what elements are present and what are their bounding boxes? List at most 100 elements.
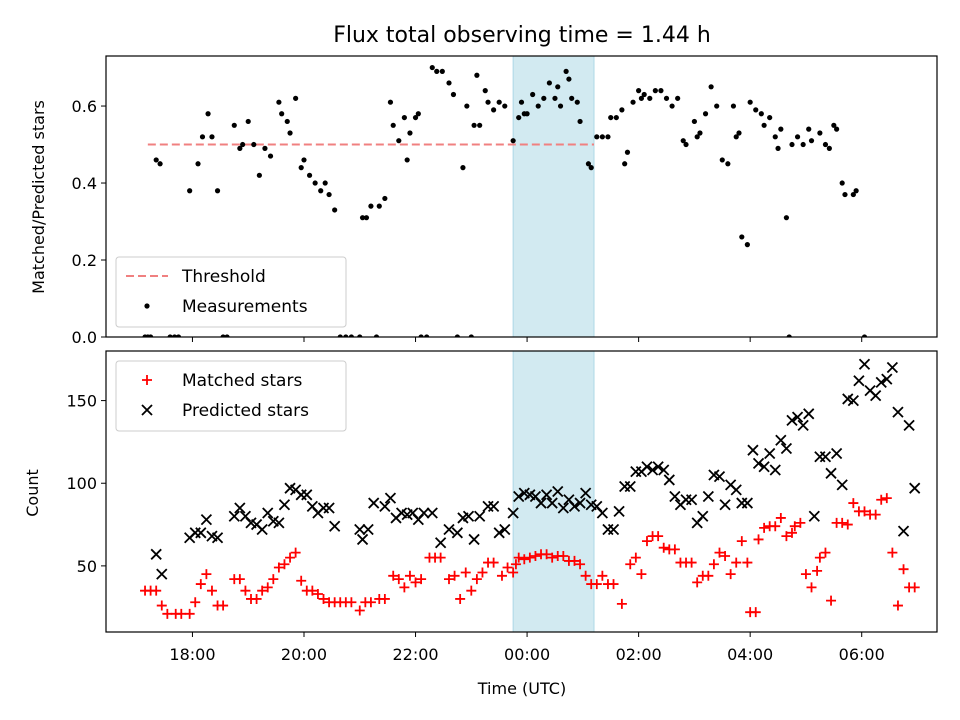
x-axis-label: Time (UTC) bbox=[477, 679, 566, 698]
matched-star-point bbox=[837, 517, 848, 528]
matched-star-point bbox=[806, 582, 817, 593]
legend-swatch bbox=[142, 375, 152, 385]
matched-star-point bbox=[268, 574, 279, 585]
predicted-star-point bbox=[747, 444, 759, 456]
measurement-point bbox=[761, 122, 767, 128]
measurement-point bbox=[510, 138, 516, 144]
predicted-star-point bbox=[362, 523, 374, 536]
matched-star-point bbox=[881, 493, 892, 504]
measurement-point bbox=[468, 334, 474, 337]
matched-star-point bbox=[393, 574, 404, 585]
measurement-point bbox=[744, 242, 750, 248]
predicted-star-point bbox=[836, 479, 848, 491]
y-tick-label: 0.2 bbox=[72, 251, 97, 270]
x-tick-label: 22:00 bbox=[392, 645, 438, 664]
data-points bbox=[140, 358, 921, 619]
matched-star-point bbox=[826, 595, 837, 606]
predicted-star-point bbox=[418, 507, 430, 519]
matched-star-point bbox=[502, 562, 513, 573]
measurement-point bbox=[293, 95, 299, 101]
matched-star-point bbox=[151, 585, 162, 596]
data-points bbox=[142, 64, 868, 337]
matched-star-point bbox=[218, 600, 229, 611]
matched-star-point bbox=[731, 557, 742, 568]
measurement-point bbox=[237, 145, 243, 151]
measurement-point bbox=[343, 334, 349, 337]
measurement-point bbox=[326, 191, 332, 198]
predicted-star-point bbox=[769, 464, 781, 476]
measurement-point bbox=[187, 188, 193, 194]
predicted-star-point bbox=[507, 507, 519, 519]
measurement-point bbox=[267, 153, 274, 159]
matched-star-point bbox=[625, 559, 636, 570]
measurement-point bbox=[546, 80, 552, 86]
measurement-point bbox=[574, 99, 580, 105]
matched-star-point bbox=[820, 547, 831, 558]
matched-star-point bbox=[477, 567, 488, 578]
measurement-point bbox=[390, 122, 396, 128]
matched-star-point bbox=[273, 562, 284, 573]
measurement-point bbox=[284, 118, 290, 125]
y-tick-label: 50 bbox=[77, 557, 97, 576]
measurement-point bbox=[214, 188, 221, 194]
predicted-star-point bbox=[323, 502, 335, 514]
measurement-point bbox=[376, 203, 382, 209]
predicted-star-point bbox=[858, 358, 871, 370]
matched-star-point bbox=[346, 597, 357, 608]
predicted-star-point bbox=[228, 510, 240, 522]
predicted-star-point bbox=[775, 434, 787, 446]
measurement-point bbox=[404, 157, 410, 163]
measurement-point bbox=[636, 88, 642, 94]
measurement-point bbox=[613, 114, 619, 121]
measurement-point bbox=[407, 130, 413, 136]
measurement-point bbox=[555, 84, 561, 90]
measurement-point bbox=[624, 149, 631, 155]
measurement-point bbox=[256, 172, 262, 178]
matched-star-point bbox=[859, 506, 870, 517]
measurement-point bbox=[279, 111, 285, 117]
predicted-star-point bbox=[847, 394, 859, 407]
predicted-star-point bbox=[211, 532, 224, 544]
matched-star-point bbox=[781, 531, 792, 542]
measurement-point bbox=[424, 334, 430, 337]
predicted-star-point bbox=[613, 505, 625, 517]
matched-star-point bbox=[686, 557, 697, 568]
measurement-point bbox=[831, 122, 837, 128]
matched-star-point bbox=[513, 552, 524, 563]
measurement-point bbox=[363, 215, 370, 221]
predicted-star-point bbox=[262, 507, 274, 519]
measurement-point bbox=[318, 188, 324, 194]
legend-swatch bbox=[144, 303, 150, 309]
legend-label: Matched stars bbox=[182, 371, 302, 391]
matched-star-point bbox=[616, 598, 627, 609]
predicted-star-point bbox=[493, 527, 505, 539]
matched-star-point bbox=[184, 608, 195, 619]
measurement-point bbox=[850, 191, 856, 198]
measurement-point bbox=[853, 188, 859, 194]
measurement-point bbox=[669, 103, 675, 109]
measurement-point bbox=[778, 126, 784, 132]
matched-star-point bbox=[251, 593, 262, 604]
matched-star-point bbox=[842, 519, 853, 530]
predicted-star-point bbox=[535, 497, 547, 509]
matched-star-point bbox=[775, 512, 786, 523]
predicted-star-point bbox=[741, 497, 754, 509]
measurement-point bbox=[794, 134, 801, 140]
predicted-star-point bbox=[156, 568, 168, 580]
matched-star-point bbox=[388, 570, 399, 581]
matched-star-point bbox=[736, 536, 747, 547]
measurement-point bbox=[298, 165, 304, 171]
measurement-point bbox=[287, 130, 293, 136]
measurement-point bbox=[541, 95, 547, 101]
predicted-star-point bbox=[546, 497, 558, 509]
measurement-point bbox=[332, 207, 338, 213]
bottom-panel: 50 100 150 18:00 20:00 22:00 00:00 02:00 04:00 06… bbox=[66, 350, 938, 664]
measurement-point bbox=[471, 122, 477, 128]
predicted-star-point bbox=[451, 527, 463, 539]
predicted-star-point bbox=[574, 497, 586, 509]
measurement-point bbox=[454, 334, 460, 337]
measurement-point bbox=[585, 161, 592, 167]
predicted-star-point bbox=[624, 480, 636, 493]
chart-title: Flux total observing time = 1.44 h bbox=[333, 23, 711, 48]
bottom-y-axis-label: Count bbox=[23, 469, 42, 517]
